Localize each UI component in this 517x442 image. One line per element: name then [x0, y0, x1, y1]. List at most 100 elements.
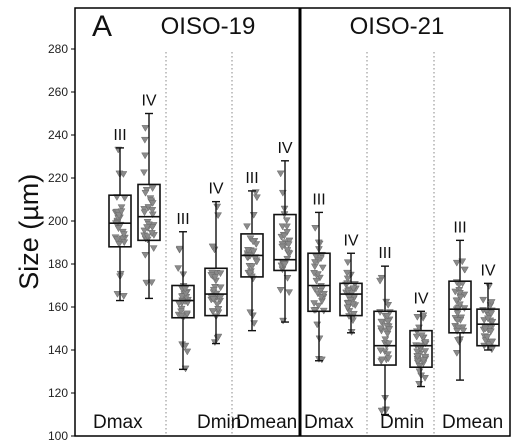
data-point [460, 266, 469, 274]
data-point [453, 328, 462, 335]
box [373, 310, 397, 366]
data-point [252, 258, 261, 266]
box [409, 329, 433, 368]
data-point [148, 185, 157, 193]
data-point [120, 195, 129, 202]
data-point [175, 245, 184, 253]
data-point [243, 223, 251, 231]
data-point [177, 312, 186, 320]
data-point [455, 289, 464, 297]
data-point [216, 284, 225, 292]
data-point [276, 287, 285, 294]
data-point [119, 231, 128, 238]
y-tick-label: 240 [48, 128, 68, 142]
y-tick-label: 220 [48, 171, 68, 185]
box [273, 213, 297, 272]
data-point [486, 328, 495, 336]
data-point [320, 290, 328, 298]
box [448, 280, 472, 334]
data-point [283, 275, 292, 282]
data-point [113, 236, 122, 244]
data-point [141, 252, 150, 259]
data-point [143, 233, 152, 241]
data-point [349, 301, 357, 308]
data-point [114, 225, 123, 233]
data-point [343, 275, 352, 283]
class-label: III [378, 245, 391, 262]
data-point [249, 248, 258, 256]
class-label: IV [208, 181, 223, 198]
y-tick-label: 100 [48, 429, 68, 442]
data-point [412, 333, 421, 341]
box [339, 282, 363, 317]
data-point [384, 340, 393, 348]
data-point [285, 289, 294, 297]
group-label: Dmin [380, 412, 424, 433]
data-point [141, 125, 150, 132]
class-label: IV [413, 290, 428, 307]
box [476, 308, 500, 347]
class-label: IV [141, 93, 156, 110]
data-point [310, 300, 319, 308]
data-point [454, 324, 463, 332]
data-point [276, 170, 285, 178]
data-point [140, 206, 149, 213]
boxes-layer [108, 112, 500, 416]
data-point [115, 241, 124, 248]
data-point [349, 310, 358, 318]
group-label: Dmax [304, 412, 354, 433]
data-points-layer [111, 125, 497, 415]
data-point [383, 330, 392, 338]
data-point [455, 301, 464, 309]
y-tick-label: 120 [48, 386, 68, 400]
data-point [283, 247, 292, 254]
data-point [376, 347, 385, 355]
data-point [117, 204, 126, 212]
data-point [419, 357, 428, 364]
data-point [284, 241, 293, 249]
data-point [317, 356, 326, 364]
y-tick-label: 260 [48, 85, 68, 99]
data-point [141, 152, 150, 160]
y-tick-label: 180 [48, 257, 68, 271]
data-point [119, 293, 128, 300]
data-point [311, 225, 320, 232]
data-point [310, 307, 319, 314]
data-point [383, 313, 392, 320]
data-point [278, 243, 287, 251]
data-point [209, 296, 218, 303]
data-point [140, 169, 148, 177]
data-point [483, 334, 492, 341]
data-point [148, 200, 157, 207]
data-point [285, 237, 294, 245]
data-point [213, 203, 222, 211]
data-point [282, 217, 291, 225]
data-point [487, 299, 496, 306]
data-point [148, 224, 157, 231]
class-label: IV [480, 262, 495, 279]
data-point [413, 353, 422, 361]
data-point [149, 245, 158, 253]
data-point [117, 208, 126, 216]
data-point [174, 265, 183, 273]
data-point [183, 310, 191, 318]
data-point [249, 238, 258, 246]
data-point [485, 283, 494, 290]
data-point [343, 269, 351, 277]
data-point [453, 317, 462, 325]
data-point [377, 318, 386, 326]
data-point [141, 189, 150, 197]
data-point [421, 348, 430, 355]
panel-title: OISO-19 [161, 13, 256, 40]
data-point [281, 261, 289, 268]
data-point [384, 318, 392, 326]
data-point [413, 314, 422, 321]
data-point [208, 243, 217, 251]
data-point [487, 310, 496, 318]
data-point [314, 302, 323, 310]
data-point [343, 259, 352, 267]
data-point [177, 308, 185, 316]
data-point [452, 297, 461, 305]
data-point [253, 194, 261, 202]
group-label: Dmean [442, 412, 503, 433]
